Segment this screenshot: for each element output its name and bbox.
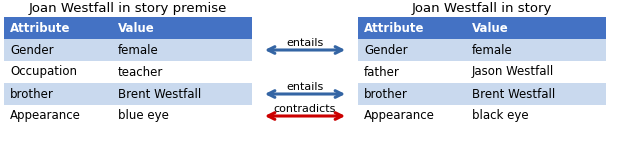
Text: father: father [364, 66, 400, 78]
Bar [4, 17, 252, 39]
Bar [4, 39, 252, 61]
Text: Attribute: Attribute [364, 21, 424, 35]
Text: Joan Westfall in story premise: Joan Westfall in story premise [29, 2, 227, 15]
Text: Brent Westfall: Brent Westfall [472, 88, 556, 100]
Text: Appearance: Appearance [10, 109, 81, 123]
Text: Brent Westfall: Brent Westfall [118, 88, 201, 100]
Text: contradicts: contradicts [274, 105, 336, 114]
Text: blue eye: blue eye [118, 109, 169, 123]
Bar [358, 83, 606, 105]
Text: Gender: Gender [364, 43, 408, 57]
Text: Value: Value [472, 21, 509, 35]
Text: female: female [472, 43, 513, 57]
Bar [4, 83, 252, 105]
Text: female: female [118, 43, 159, 57]
Bar [358, 17, 606, 39]
Text: Joan Westfall in story: Joan Westfall in story [412, 2, 552, 15]
Text: brother: brother [364, 88, 408, 100]
Text: Gender: Gender [10, 43, 54, 57]
Bar [4, 105, 252, 127]
Text: Jason Westfall: Jason Westfall [472, 66, 554, 78]
Text: Occupation: Occupation [10, 66, 77, 78]
Text: Appearance: Appearance [364, 109, 435, 123]
Text: Attribute: Attribute [10, 21, 70, 35]
Bar [358, 61, 606, 83]
Bar [358, 39, 606, 61]
Text: teacher: teacher [118, 66, 163, 78]
Text: Value: Value [118, 21, 155, 35]
Bar [358, 105, 606, 127]
Text: brother: brother [10, 88, 54, 100]
Text: black eye: black eye [472, 109, 529, 123]
Text: entails: entails [286, 83, 324, 93]
Text: entails: entails [286, 38, 324, 48]
Bar [4, 61, 252, 83]
